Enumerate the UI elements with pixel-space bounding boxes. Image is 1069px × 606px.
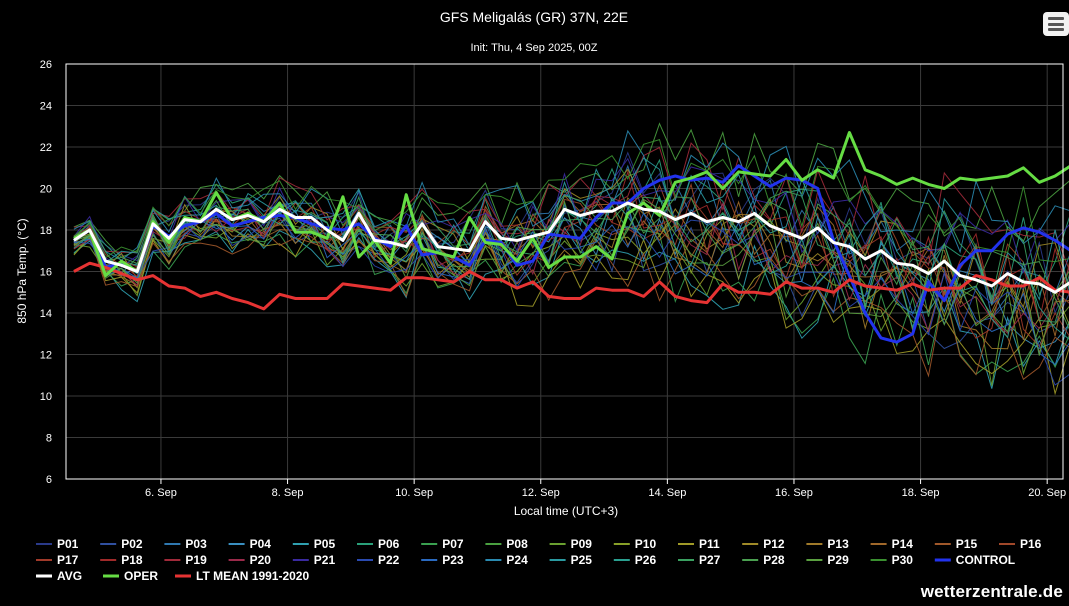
legend-item[interactable]: P05 <box>314 537 336 551</box>
legend-item[interactable]: P22 <box>378 553 400 567</box>
y-tick-label: 12 <box>40 350 52 362</box>
legend-item[interactable]: P18 <box>121 553 143 567</box>
highlight-series <box>73 131 1069 344</box>
legend-item[interactable]: P09 <box>571 537 593 551</box>
legend-item[interactable]: OPER <box>124 569 158 583</box>
legend: P01 P02 P03 P04 P05 P06 P07 P08 P09 P10 P11 P12 P13 P… <box>36 537 1042 583</box>
legend-item[interactable]: AVG <box>57 569 82 583</box>
ensemble-member-line <box>73 195 1069 330</box>
x-tick-label: 18. Sep <box>902 487 940 499</box>
ensemble-member-line <box>73 226 1069 389</box>
legend-item[interactable]: P21 <box>314 553 336 567</box>
y-tick-label: 20 <box>40 184 52 196</box>
legend-item[interactable]: P15 <box>956 537 978 551</box>
legend-item[interactable]: P14 <box>892 537 914 551</box>
y-tick-label: 8 <box>46 433 52 445</box>
y-tick-label: 18 <box>40 225 52 237</box>
legend-item[interactable]: P01 <box>57 537 79 551</box>
legend-item[interactable]: P19 <box>185 553 207 567</box>
ensemble-members <box>73 122 1069 396</box>
legend-item[interactable]: P11 <box>699 537 720 551</box>
lt-mean-line <box>73 261 1069 311</box>
legend-item[interactable]: P23 <box>442 553 464 567</box>
ensemble-member-line <box>73 198 1069 356</box>
legend-item[interactable]: P12 <box>763 537 785 551</box>
chart-subtitle: Init: Thu, 4 Sep 2025, 00Z <box>471 42 598 54</box>
y-tick-label: 14 <box>40 308 52 320</box>
y-tick-label: 10 <box>40 391 52 403</box>
legend-item[interactable]: P08 <box>506 537 528 551</box>
ensemble-member-line <box>73 194 1069 335</box>
legend-item[interactable]: P10 <box>635 537 657 551</box>
legend-item[interactable]: P03 <box>185 537 207 551</box>
x-tick-label: 12. Sep <box>522 487 560 499</box>
legend-item[interactable]: LT MEAN 1991-2020 <box>196 569 309 583</box>
legend-item[interactable]: P02 <box>121 537 143 551</box>
x-tick-label: 16. Sep <box>775 487 813 499</box>
y-tick-label: 22 <box>40 142 52 154</box>
x-axis-label: Local time (UTC+3) <box>514 504 618 518</box>
hamburger-menu-icon[interactable] <box>1043 12 1069 36</box>
legend-item[interactable]: P28 <box>763 553 785 567</box>
avg-line <box>73 201 1069 294</box>
control-line <box>73 164 1069 344</box>
legend-item[interactable]: P06 <box>378 537 400 551</box>
ensemble-member-line <box>73 207 1069 350</box>
x-tick-label: 20. Sep <box>1028 487 1066 499</box>
site-branding: wetterzentrale.de <box>920 582 1063 601</box>
x-tick-label: 14. Sep <box>648 487 686 499</box>
axes: 6 8 10 12 14 16 18 20 22 24 26 6. Sep 8. Sep 10. Sep 1… <box>40 59 1066 499</box>
ensemble-member-line <box>73 122 1069 258</box>
ensemble-member-line <box>73 142 1069 271</box>
legend-item[interactable]: P16 <box>1020 537 1042 551</box>
y-tick-label: 26 <box>40 59 52 71</box>
y-tick-label: 16 <box>40 267 52 279</box>
legend-item[interactable]: P04 <box>250 537 272 551</box>
legend-item[interactable]: CONTROL <box>956 553 1015 567</box>
legend-item[interactable]: P27 <box>699 553 721 567</box>
legend-item[interactable]: P25 <box>571 553 593 567</box>
legend-item[interactable]: P29 <box>827 553 849 567</box>
chart-title: GFS Meligalás (GR) 37N, 22E <box>440 9 628 25</box>
legend-item[interactable]: P24 <box>506 553 528 567</box>
oper-line <box>73 131 1069 278</box>
x-tick-label: 6. Sep <box>145 487 177 499</box>
x-tick-label: 8. Sep <box>272 487 304 499</box>
ensemble-member-line <box>73 212 1069 386</box>
legend-item[interactable]: P20 <box>250 553 272 567</box>
ensemble-member-line <box>73 230 1069 381</box>
plot-border <box>65 63 1064 480</box>
ensemble-member-line <box>73 138 1069 263</box>
y-tick-label: 24 <box>40 101 52 113</box>
legend-item[interactable]: P26 <box>635 553 657 567</box>
legend-item[interactable]: P30 <box>892 553 914 567</box>
y-axis-label: 850 hPa Temp. (°C) <box>15 218 29 323</box>
legend-item[interactable]: P17 <box>57 553 79 567</box>
legend-item[interactable]: P13 <box>827 537 849 551</box>
x-tick-label: 10. Sep <box>395 487 433 499</box>
y-tick-label: 6 <box>46 474 52 486</box>
legend-item[interactable]: P07 <box>442 537 464 551</box>
